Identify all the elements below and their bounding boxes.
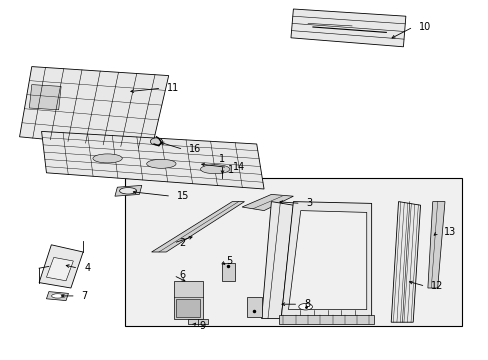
Text: 6: 6 <box>179 270 185 280</box>
Text: 8: 8 <box>304 299 310 309</box>
Ellipse shape <box>150 138 162 145</box>
Polygon shape <box>176 299 200 317</box>
Polygon shape <box>242 194 293 211</box>
Polygon shape <box>39 245 83 288</box>
Polygon shape <box>261 202 293 319</box>
Polygon shape <box>390 202 420 322</box>
Text: 4: 4 <box>84 263 90 273</box>
Polygon shape <box>29 85 61 110</box>
Text: 2: 2 <box>179 238 185 248</box>
Polygon shape <box>115 185 142 196</box>
Text: 1: 1 <box>228 165 234 175</box>
Ellipse shape <box>51 294 63 298</box>
Polygon shape <box>278 315 373 324</box>
Text: 5: 5 <box>225 256 232 266</box>
Polygon shape <box>222 263 234 281</box>
Polygon shape <box>246 297 261 317</box>
Polygon shape <box>151 202 244 252</box>
Text: 10: 10 <box>418 22 430 32</box>
Text: 13: 13 <box>443 227 455 237</box>
Ellipse shape <box>146 159 176 168</box>
Text: 1: 1 <box>219 154 225 164</box>
Text: 16: 16 <box>189 144 201 154</box>
Polygon shape <box>427 202 444 288</box>
Polygon shape <box>20 67 168 149</box>
Ellipse shape <box>93 154 122 163</box>
Polygon shape <box>281 202 371 319</box>
Polygon shape <box>173 281 203 319</box>
Text: 3: 3 <box>306 198 312 208</box>
Polygon shape <box>46 257 73 281</box>
Polygon shape <box>188 319 207 324</box>
Polygon shape <box>41 131 264 189</box>
Polygon shape <box>290 9 405 47</box>
Text: 14: 14 <box>233 162 245 172</box>
Text: 9: 9 <box>199 321 205 331</box>
Text: 12: 12 <box>430 281 443 291</box>
Bar <box>124 178 461 326</box>
Text: 7: 7 <box>81 291 88 301</box>
Text: 11: 11 <box>167 83 179 93</box>
Ellipse shape <box>298 303 312 310</box>
Polygon shape <box>46 292 68 301</box>
Ellipse shape <box>200 165 229 174</box>
Polygon shape <box>288 211 366 310</box>
Ellipse shape <box>119 188 137 194</box>
Text: 15: 15 <box>177 191 189 201</box>
